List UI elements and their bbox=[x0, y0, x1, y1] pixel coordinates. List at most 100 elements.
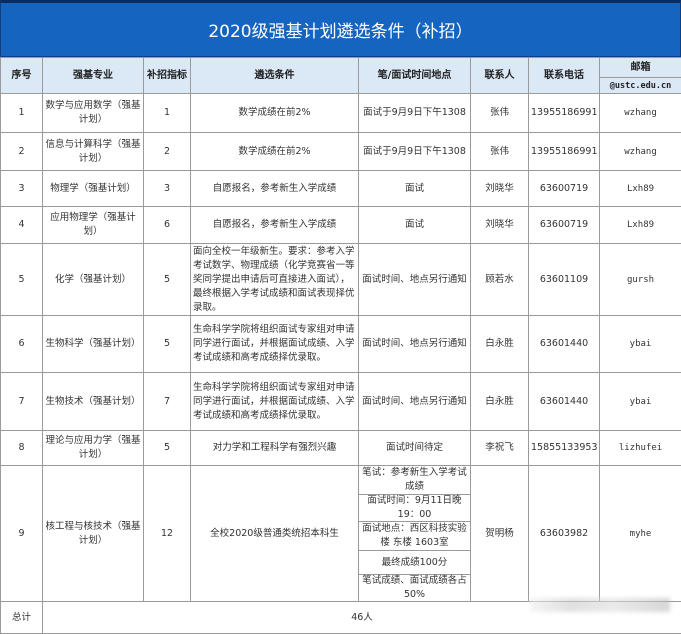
cell-phone: 63601440 bbox=[528, 315, 600, 373]
cell-criteria: 全校2020级普通类统招本科生 bbox=[190, 465, 359, 602]
cell-major: 数学与应用数学（强基计划） bbox=[42, 93, 144, 133]
cell-contact: 李祝飞 bbox=[470, 430, 529, 466]
subcell: 笔试：参考新生入学考试成绩 bbox=[359, 467, 470, 495]
table-row: 7 生物技术（强基计划） 7 生命科学学院将组织面试专家组对申请同学进行面试，并根据面… bbox=[0, 372, 681, 431]
cell-time-place: 面试时间、地点另行通知 bbox=[358, 243, 471, 316]
cell-no: 3 bbox=[0, 170, 43, 207]
cell-quota: 5 bbox=[143, 243, 191, 316]
cell-major: 理论与应用力学（强基计划） bbox=[42, 430, 144, 466]
cell-no: 1 bbox=[0, 93, 43, 133]
table-row: 5 化学（强基计划） 5 面向全校一年级新生。要求：参考入学考试数学、物理成绩（化学竞… bbox=[0, 243, 681, 316]
cell-criteria: 生命科学学院将组织面试专家组对申请同学进行面试，并根据面试成绩、入学考试成绩和高… bbox=[190, 315, 359, 373]
time-place-subcells: 笔试：参考新生入学考试成绩 面试时间：9月11日晚19：00 面试地点：西区科技… bbox=[359, 467, 470, 601]
cell-quota: 5 bbox=[143, 430, 191, 466]
cell-quota: 1 bbox=[143, 93, 191, 133]
cell-major: 应用物理学（强基计划） bbox=[42, 206, 144, 244]
cell-major: 生物技术（强基计划） bbox=[42, 372, 144, 431]
cell-contact: 刘晓华 bbox=[470, 170, 529, 207]
header-row: 序号 强基专业 补招指标 遴选条件 笔/面试时间地点 联系人 联系电话 邮箱 bbox=[0, 57, 681, 94]
header-phone: 联系电话 bbox=[528, 57, 600, 94]
cell-email: wzhang bbox=[599, 132, 681, 171]
cell-time-place: 面试 bbox=[358, 170, 471, 207]
subcell: 最终成绩100分 bbox=[359, 551, 470, 575]
cell-contact: 白永胜 bbox=[470, 315, 529, 373]
cell-time-place: 面试于9月9日下午1308 bbox=[358, 132, 471, 171]
subcell: 笔试成绩、面试成绩各占50% bbox=[362, 575, 467, 600]
cell-time-place: 面试于9月9日下午1308 bbox=[358, 93, 471, 133]
cell-no: 4 bbox=[0, 206, 43, 244]
cell-email: ybai bbox=[599, 372, 681, 431]
cell-major: 化学（强基计划） bbox=[42, 243, 144, 316]
cell-time-place: 面试时间待定 bbox=[358, 430, 471, 466]
header-criteria: 遴选条件 bbox=[190, 57, 359, 94]
table-row: 4 应用物理学（强基计划） 6 自愿报名，参考新生入学成绩 面试 刘晓华 63600719 L… bbox=[0, 206, 681, 244]
cell-criteria: 自愿报名，参考新生入学成绩 bbox=[190, 170, 359, 207]
cell-quota: 12 bbox=[143, 465, 191, 602]
table-row: 8 理论与应用力学（强基计划） 5 对力学和工程科学有强烈兴趣 面试时间待定 李祝飞 158… bbox=[0, 430, 681, 466]
header-email-domain: @ustc.edu.cn bbox=[599, 77, 681, 94]
cell-criteria: 数学成绩在前2% bbox=[190, 132, 359, 171]
subcell: 面试时间：9月11日晚19：00 bbox=[359, 495, 470, 522]
cell-criteria: 自愿报名，参考新生入学成绩 bbox=[190, 206, 359, 244]
header-contact: 联系人 bbox=[470, 57, 529, 94]
table-row: 1 数学与应用数学（强基计划） 1 数学成绩在前2% 面试于9月9日下午1308 张伟 13… bbox=[0, 93, 681, 133]
header-time-place: 笔/面试时间地点 bbox=[358, 57, 471, 94]
cell-time-place: 面试时间、地点另行通知 bbox=[358, 372, 471, 431]
selection-table: 序号 强基专业 补招指标 遴选条件 笔/面试时间地点 联系人 联系电话 邮箱 @… bbox=[0, 57, 681, 634]
cell-quota: 7 bbox=[143, 372, 191, 431]
cell-criteria: 对力学和工程科学有强烈兴趣 bbox=[190, 430, 359, 466]
subcell: 面试地点：西区科技实验楼 东楼 1603室 bbox=[359, 522, 470, 551]
cell-major: 核工程与核技术（强基计划） bbox=[42, 465, 144, 602]
cell-contact: 白永胜 bbox=[470, 372, 529, 431]
cell-phone: 63600719 bbox=[528, 170, 600, 207]
table-row: 6 生物科学（强基计划） 5 生命科学学院将组织面试专家组对申请同学进行面试，并根据面… bbox=[0, 315, 681, 373]
cell-major: 生物科学（强基计划） bbox=[42, 315, 144, 373]
cell-major: 信息与计算科学（强基计划） bbox=[42, 132, 144, 171]
total-label: 总计 bbox=[0, 601, 43, 634]
cell-contact: 顾若水 bbox=[470, 243, 529, 316]
cell-phone: 63601440 bbox=[528, 372, 600, 431]
cell-quota: 6 bbox=[143, 206, 191, 244]
cell-email: myhe bbox=[599, 465, 681, 602]
header-quota: 补招指标 bbox=[143, 57, 191, 94]
cell-contact: 张伟 bbox=[470, 132, 529, 171]
cell-email: gursh bbox=[599, 243, 681, 316]
cell-time-place: 面试时间、地点另行通知 bbox=[358, 315, 471, 373]
cell-no: 9 bbox=[0, 465, 43, 602]
header-major: 强基专业 bbox=[42, 57, 144, 94]
cell-contact: 刘晓华 bbox=[470, 206, 529, 244]
cell-criteria: 生命科学学院将组织面试专家组对申请同学进行面试，并根据面试成绩、入学考试成绩和高… bbox=[190, 372, 359, 431]
cell-phone: 63601109 bbox=[528, 243, 600, 316]
cell-quota: 5 bbox=[143, 315, 191, 373]
cell-email: wzhang bbox=[599, 93, 681, 133]
cell-phone: 63600719 bbox=[528, 206, 600, 244]
cell-email: Lxh89 bbox=[599, 170, 681, 207]
cell-no: 8 bbox=[0, 430, 43, 466]
header-no: 序号 bbox=[0, 57, 43, 94]
cell-criteria: 数学成绩在前2% bbox=[190, 93, 359, 133]
cell-criteria: 面向全校一年级新生。要求：参考入学考试数学、物理成绩（化学竞赛省一等奖同学提出申… bbox=[190, 243, 359, 316]
table-row: 2 信息与计算科学（强基计划） 2 数学成绩在前2% 面试于9月9日下午1308 张伟 13… bbox=[0, 132, 681, 171]
cell-phone: 13955186991 bbox=[528, 93, 600, 133]
cell-email: Lxh89 bbox=[599, 206, 681, 244]
table-title: 2020级强基计划遴选条件（补招） bbox=[0, 0, 681, 57]
cell-no: 6 bbox=[0, 315, 43, 373]
cell-phone: 13955186991 bbox=[528, 132, 600, 171]
cell-contact: 贺明杨 bbox=[470, 465, 529, 602]
table-row: 9 核工程与核技术（强基计划） 12 全校2020级普通类统招本科生 笔试：参考… bbox=[0, 465, 681, 602]
cell-quota: 3 bbox=[143, 170, 191, 207]
cell-quota: 2 bbox=[143, 132, 191, 171]
table-row: 3 物理学（强基计划） 3 自愿报名，参考新生入学成绩 面试 刘晓华 63600719 Lxh… bbox=[0, 170, 681, 207]
cell-contact: 张伟 bbox=[470, 93, 529, 133]
cell-time-place: 面试 bbox=[358, 206, 471, 244]
cell-phone: 15855133953 bbox=[528, 430, 600, 466]
cell-phone: 63603982 bbox=[528, 465, 600, 602]
cell-email: lizhufei bbox=[599, 430, 681, 466]
cell-no: 2 bbox=[0, 132, 43, 171]
header-email: 邮箱 bbox=[599, 57, 681, 78]
watermark bbox=[530, 598, 670, 612]
cell-no: 7 bbox=[0, 372, 43, 431]
cell-no: 5 bbox=[0, 243, 43, 316]
cell-major: 物理学（强基计划） bbox=[42, 170, 144, 207]
cell-email: ybai bbox=[599, 315, 681, 373]
